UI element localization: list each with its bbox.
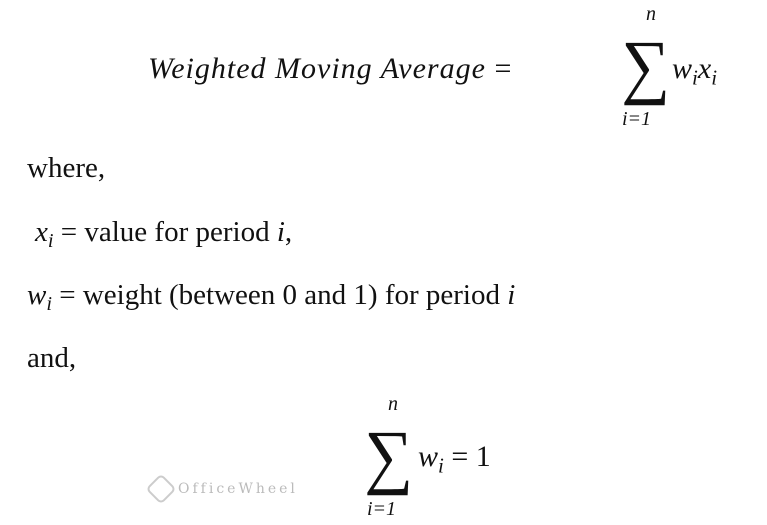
- sigma-symbol: ∑: [364, 416, 414, 496]
- watermark: OfficeWheel: [145, 473, 298, 505]
- sub: i: [438, 453, 444, 478]
- definition-w: wi = weight (between 0 and 1) for period…: [27, 279, 515, 316]
- tail: i: [276, 216, 285, 248]
- summand: wixi: [672, 52, 717, 90]
- sum-upper-limit: n: [646, 3, 656, 25]
- equals-sign: =: [494, 52, 513, 85]
- sum-lower-limit: i=1: [367, 498, 397, 520]
- var: x: [35, 216, 48, 248]
- sum-upper-limit: n: [388, 393, 398, 415]
- sub: i: [46, 293, 52, 316]
- sub: i: [711, 65, 718, 90]
- punct: ,: [284, 216, 293, 248]
- definition-x: xi = value for period i,: [35, 216, 292, 253]
- sigma-symbol: ∑: [621, 26, 671, 106]
- text: = weight (between 0 and 1) for period: [51, 279, 508, 311]
- w: w: [418, 440, 439, 473]
- sum-lower-limit: i=1: [622, 108, 652, 130]
- text: = value for period: [53, 216, 277, 248]
- lhs-text: Weighted Moving Average: [148, 52, 486, 85]
- where-label: where,: [27, 152, 106, 184]
- summand: wi = 1: [418, 440, 491, 478]
- rhs: = 1: [451, 440, 491, 473]
- w: w: [672, 52, 693, 85]
- watermark-text: OfficeWheel: [178, 481, 298, 497]
- sub: i: [692, 65, 698, 90]
- watermark-logo-icon: [145, 473, 177, 505]
- x: x: [697, 52, 712, 85]
- sub: i: [47, 230, 54, 253]
- and-label: and,: [27, 342, 77, 374]
- tail: i: [507, 279, 516, 311]
- var: w: [27, 279, 47, 311]
- formula-lhs: Weighted Moving Average =: [148, 52, 512, 86]
